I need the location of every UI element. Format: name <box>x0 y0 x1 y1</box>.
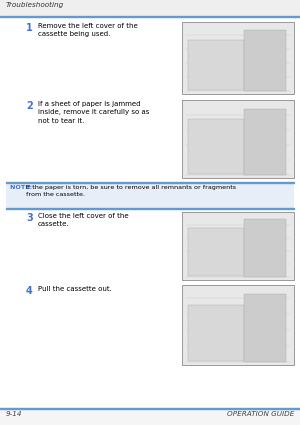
Bar <box>0 16 300 17</box>
Bar <box>188 119 244 174</box>
Bar <box>0 408 300 425</box>
Bar <box>182 100 294 178</box>
Text: Remove the left cover of the
cassette being used.: Remove the left cover of the cassette be… <box>38 23 138 37</box>
Text: 9-14: 9-14 <box>6 411 22 417</box>
Bar <box>6 182 294 183</box>
Text: 4: 4 <box>26 286 33 296</box>
Text: NOTE:: NOTE: <box>10 185 34 190</box>
Text: If a sheet of paper is jammed
inside, remove it carefully so as
not to tear it.: If a sheet of paper is jammed inside, re… <box>38 101 149 124</box>
Bar <box>182 285 294 365</box>
Bar <box>182 212 294 280</box>
Text: Close the left cover of the
cassette.: Close the left cover of the cassette. <box>38 213 129 227</box>
Bar <box>188 305 244 361</box>
Bar <box>244 109 286 175</box>
Bar <box>188 40 244 90</box>
Text: 1: 1 <box>26 23 33 33</box>
Bar <box>0 0 300 16</box>
Text: OPERATION GUIDE: OPERATION GUIDE <box>226 411 294 417</box>
Bar <box>6 208 294 209</box>
Bar <box>244 219 286 277</box>
Text: If the paper is torn, be sure to remove all remnants or fragments
from the casse: If the paper is torn, be sure to remove … <box>26 185 236 197</box>
Bar <box>244 30 286 91</box>
Text: 2: 2 <box>26 101 33 111</box>
Bar <box>182 22 294 94</box>
Text: 3: 3 <box>26 213 33 223</box>
Bar <box>188 228 244 276</box>
Bar <box>244 294 286 362</box>
Bar <box>0 408 300 409</box>
Text: Pull the cassette out.: Pull the cassette out. <box>38 286 112 292</box>
Bar <box>6 182 294 209</box>
Text: Troubleshooting: Troubleshooting <box>6 2 64 8</box>
